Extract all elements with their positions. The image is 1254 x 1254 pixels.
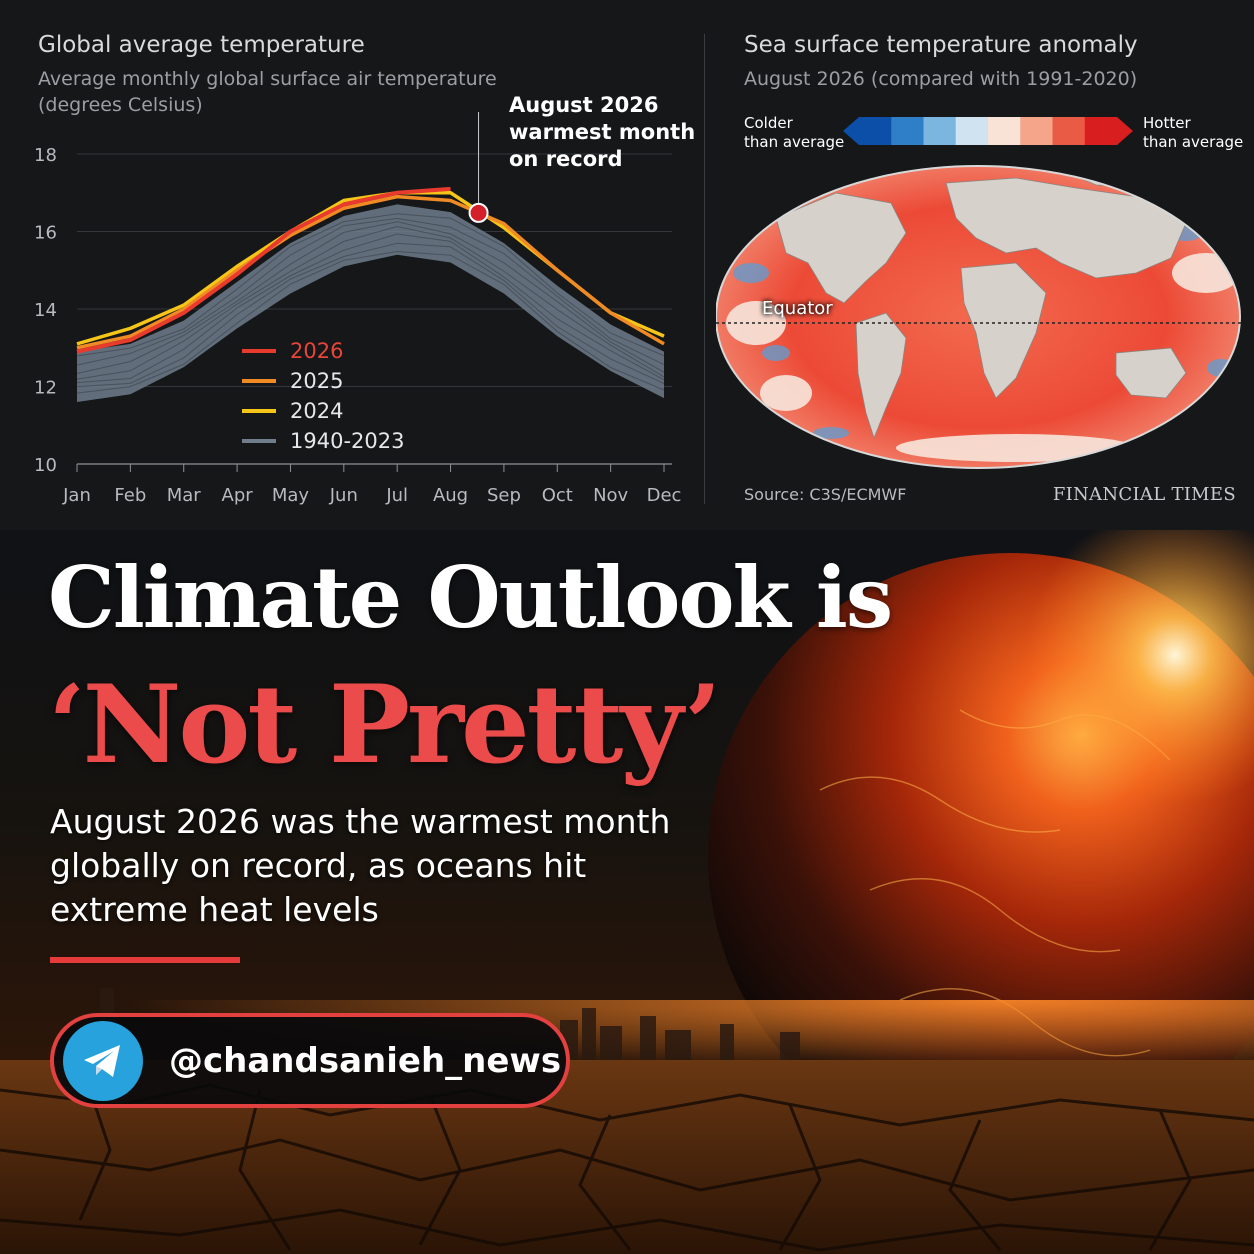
telegram-handle[interactable]: @chandsanieh_news <box>169 1040 562 1081</box>
annotation-text-line-2: warmest month <box>509 120 695 144</box>
x-tick-label-May: May <box>272 485 310 506</box>
scale-swatch-7 <box>1052 117 1086 145</box>
y-tick-label-16: 16 <box>34 223 57 244</box>
accent-rule <box>50 957 240 963</box>
brand-credit: FINANCIAL TIMES <box>1052 484 1236 505</box>
scale-swatch-3 <box>923 117 957 145</box>
x-tick-label-Jun: Jun <box>329 485 358 506</box>
anomaly-color-scale <box>843 117 1133 145</box>
x-tick-label-Mar: Mar <box>167 485 202 506</box>
headline-summary: August 2026 was the warmest month global… <box>50 802 671 929</box>
world-map-graphic <box>715 165 1241 469</box>
x-tick-label-Aug: Aug <box>433 485 468 506</box>
source-credit: Source: C3S/ECMWF <box>744 485 907 504</box>
scale-right-arrow <box>1117 117 1133 145</box>
paper-plane-icon <box>84 1044 120 1077</box>
headline-line2: ‘Not Pretty’ <box>48 662 722 788</box>
scale-swatch-4 <box>955 117 989 145</box>
historical-range-band <box>77 204 664 402</box>
record-marker <box>468 202 489 223</box>
colder-label-line1: Colder <box>744 114 793 132</box>
x-tick-label-Oct: Oct <box>542 485 573 506</box>
x-tick-label-Dec: Dec <box>647 485 682 506</box>
temperature-line-chart: 10 12 14 16 18 Jan Feb Mar Apr May Jun Jul Aug Sep Oct… <box>34 93 695 506</box>
y-tick-label-12: 12 <box>34 378 57 399</box>
equator-label: Equator <box>762 298 833 319</box>
historical-year-line <box>76 221 665 374</box>
legend-label-2025: 2025 <box>290 369 343 393</box>
y-tick-label-14: 14 <box>34 300 57 321</box>
historical-year-line <box>76 242 665 388</box>
legend-label-1940-2023: 1940-2023 <box>290 429 404 453</box>
historical-year-line <box>76 213 665 357</box>
telegram-handle-pill[interactable]: @chandsanieh_news <box>50 1013 570 1108</box>
line-chart-title: Global average temperature <box>38 32 365 58</box>
hotter-legend-label: Hotter than average <box>1143 114 1243 152</box>
historical-year-line <box>76 250 665 394</box>
legend-label-2026: 2026 <box>290 339 343 363</box>
x-tick-label-Sep: Sep <box>487 485 521 506</box>
x-tick-label-Jul: Jul <box>385 485 408 506</box>
headline-line1: Climate Outlook is <box>48 548 893 647</box>
annotation-text-line-1: August 2026 <box>509 93 658 117</box>
scale-swatch-2 <box>891 117 924 145</box>
scale-swatch-1 <box>859 117 892 145</box>
historical-year-line <box>76 217 665 366</box>
map-subtitle: August 2026 (compared with 1991-2020) <box>744 68 1138 90</box>
top-chart-panel: Global average temperature Average month… <box>0 0 1254 530</box>
x-tick-label-Jan: Jan <box>62 485 91 506</box>
x-tick-label-Feb: Feb <box>114 485 146 506</box>
sea-surface-anomaly-map <box>715 163 1241 471</box>
colder-label-line2: than average <box>744 133 845 151</box>
panel-divider <box>704 34 705 504</box>
scale-swatch-5 <box>988 117 1021 145</box>
x-tick-label-Apr: Apr <box>222 485 254 506</box>
colder-legend-label: Colder than average <box>744 114 844 152</box>
scale-swatch-6 <box>1020 117 1053 145</box>
scale-left-arrow <box>843 117 859 145</box>
line-chart-subtitle: Average monthly global surface air tempe… <box>38 68 497 90</box>
series-line-2026 <box>76 186 451 354</box>
line-chart-subtitle-units: (degrees Celsius) <box>38 94 203 116</box>
series-line-2025 <box>76 194 665 350</box>
historical-year-line <box>76 233 665 384</box>
legend-label-2024: 2024 <box>290 399 343 423</box>
historical-year-line <box>76 225 665 380</box>
scale-swatch-8 <box>1084 117 1118 145</box>
hotter-label-line2: than average <box>1143 133 1244 151</box>
hotter-label-line1: Hotter <box>1143 114 1191 132</box>
annotation-text-line-3: on record <box>509 147 623 171</box>
telegram-icon <box>63 1020 143 1101</box>
y-tick-label-18: 18 <box>34 145 57 166</box>
y-tick-label-10: 10 <box>34 455 57 476</box>
map-title: Sea surface temperature anomaly <box>744 32 1138 58</box>
x-tick-label-Nov: Nov <box>593 485 628 506</box>
